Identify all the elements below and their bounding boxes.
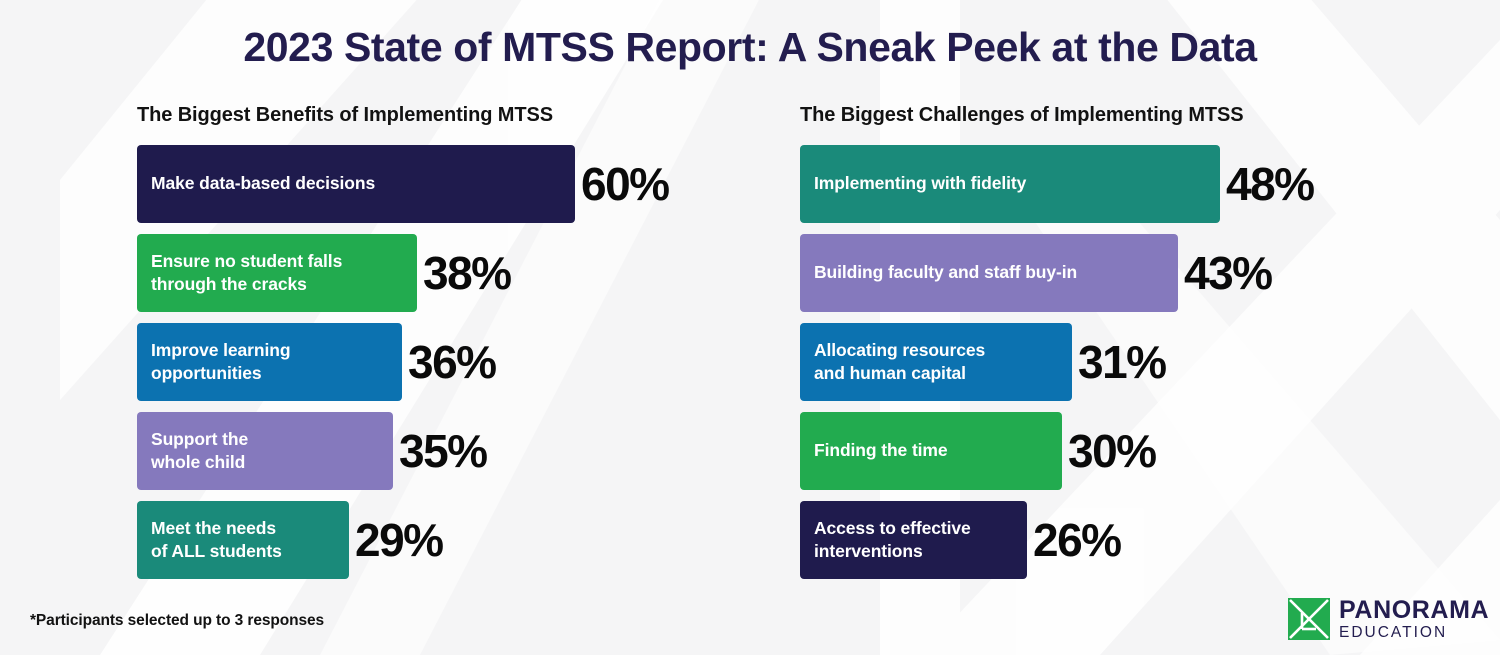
bar-row: Building faculty and staff buy-in 43% — [800, 234, 1314, 312]
bar-row: Ensure no student falls through the crac… — [137, 234, 669, 312]
bar-label: Building faculty and staff buy-in — [814, 262, 1078, 283]
bar-label: Meet the needs of ALL students — [151, 517, 282, 561]
bar-label: Finding the time — [814, 440, 948, 461]
panorama-education-logo: PANORAMA EDUCATION — [1288, 598, 1489, 641]
bar-challenge-4: Finding the time — [800, 412, 1062, 490]
bar-benefit-3: Improve learning opportunities — [137, 323, 402, 401]
benefits-column: The Biggest Benefits of Implementing MTS… — [137, 104, 670, 590]
bar-benefit-5: Meet the needs of ALL students — [137, 501, 349, 579]
bar-value: 29% — [355, 514, 444, 566]
bar-label: Improve learning opportunities — [151, 339, 291, 383]
bar-row: Finding the time 30% — [800, 412, 1314, 490]
bar-challenge-3: Allocating resources and human capital — [800, 323, 1072, 401]
panorama-logo-mark — [1288, 598, 1330, 641]
challenges-column-heading: The Biggest Challenges of Implementing M… — [800, 104, 1244, 126]
bar-value: 30% — [1068, 425, 1157, 477]
bar-value: 26% — [1033, 514, 1122, 566]
logo-subword: EDUCATION — [1339, 624, 1448, 641]
bar-row: Support the whole child 35% — [137, 412, 669, 490]
page-title: 2023 State of MTSS Report: A Sneak Peek … — [243, 24, 1257, 70]
bar-row: Allocating resources and human capital 3… — [800, 323, 1314, 401]
bar-row: Access to effective interventions 26% — [800, 501, 1314, 579]
logo-wordmark: PANORAMA — [1339, 596, 1490, 624]
bar-label: Support the whole child — [151, 428, 249, 472]
bar-value: 35% — [399, 425, 488, 477]
bar-row: Implementing with fidelity 48% — [800, 145, 1315, 223]
bar-value: 60% — [581, 158, 670, 210]
bar-value: 48% — [1226, 158, 1315, 210]
bar-benefit-4: Support the whole child — [137, 412, 393, 490]
bar-label: Ensure no student falls through the crac… — [151, 250, 343, 294]
footnote: *Participants selected up to 3 responses — [30, 612, 325, 629]
logo-text: PANORAMA EDUCATION — [1339, 598, 1489, 641]
bar-value: 31% — [1078, 336, 1167, 388]
bar-value: 38% — [423, 247, 512, 299]
bar-label: Make data-based decisions — [151, 173, 376, 194]
bar-label: Access to effective interventions — [814, 517, 971, 561]
bar-row: Make data-based decisions 60% — [137, 145, 670, 223]
bar-challenge-2: Building faculty and staff buy-in — [800, 234, 1178, 312]
bar-value: 43% — [1184, 247, 1273, 299]
bar-label: Implementing with fidelity — [814, 173, 1027, 194]
bar-challenge-5: Access to effective interventions — [800, 501, 1027, 579]
challenges-column: The Biggest Challenges of Implementing M… — [800, 104, 1315, 590]
bar-row: Meet the needs of ALL students 29% — [137, 501, 669, 579]
benefits-column-heading: The Biggest Benefits of Implementing MTS… — [137, 104, 553, 126]
bar-label: Allocating resources and human capital — [814, 339, 986, 383]
bar-benefit-2: Ensure no student falls through the crac… — [137, 234, 417, 312]
bar-value: 36% — [408, 336, 497, 388]
bar-row: Improve learning opportunities 36% — [137, 323, 669, 401]
bar-benefit-1: Make data-based decisions — [137, 145, 575, 223]
bar-challenge-1: Implementing with fidelity — [800, 145, 1220, 223]
